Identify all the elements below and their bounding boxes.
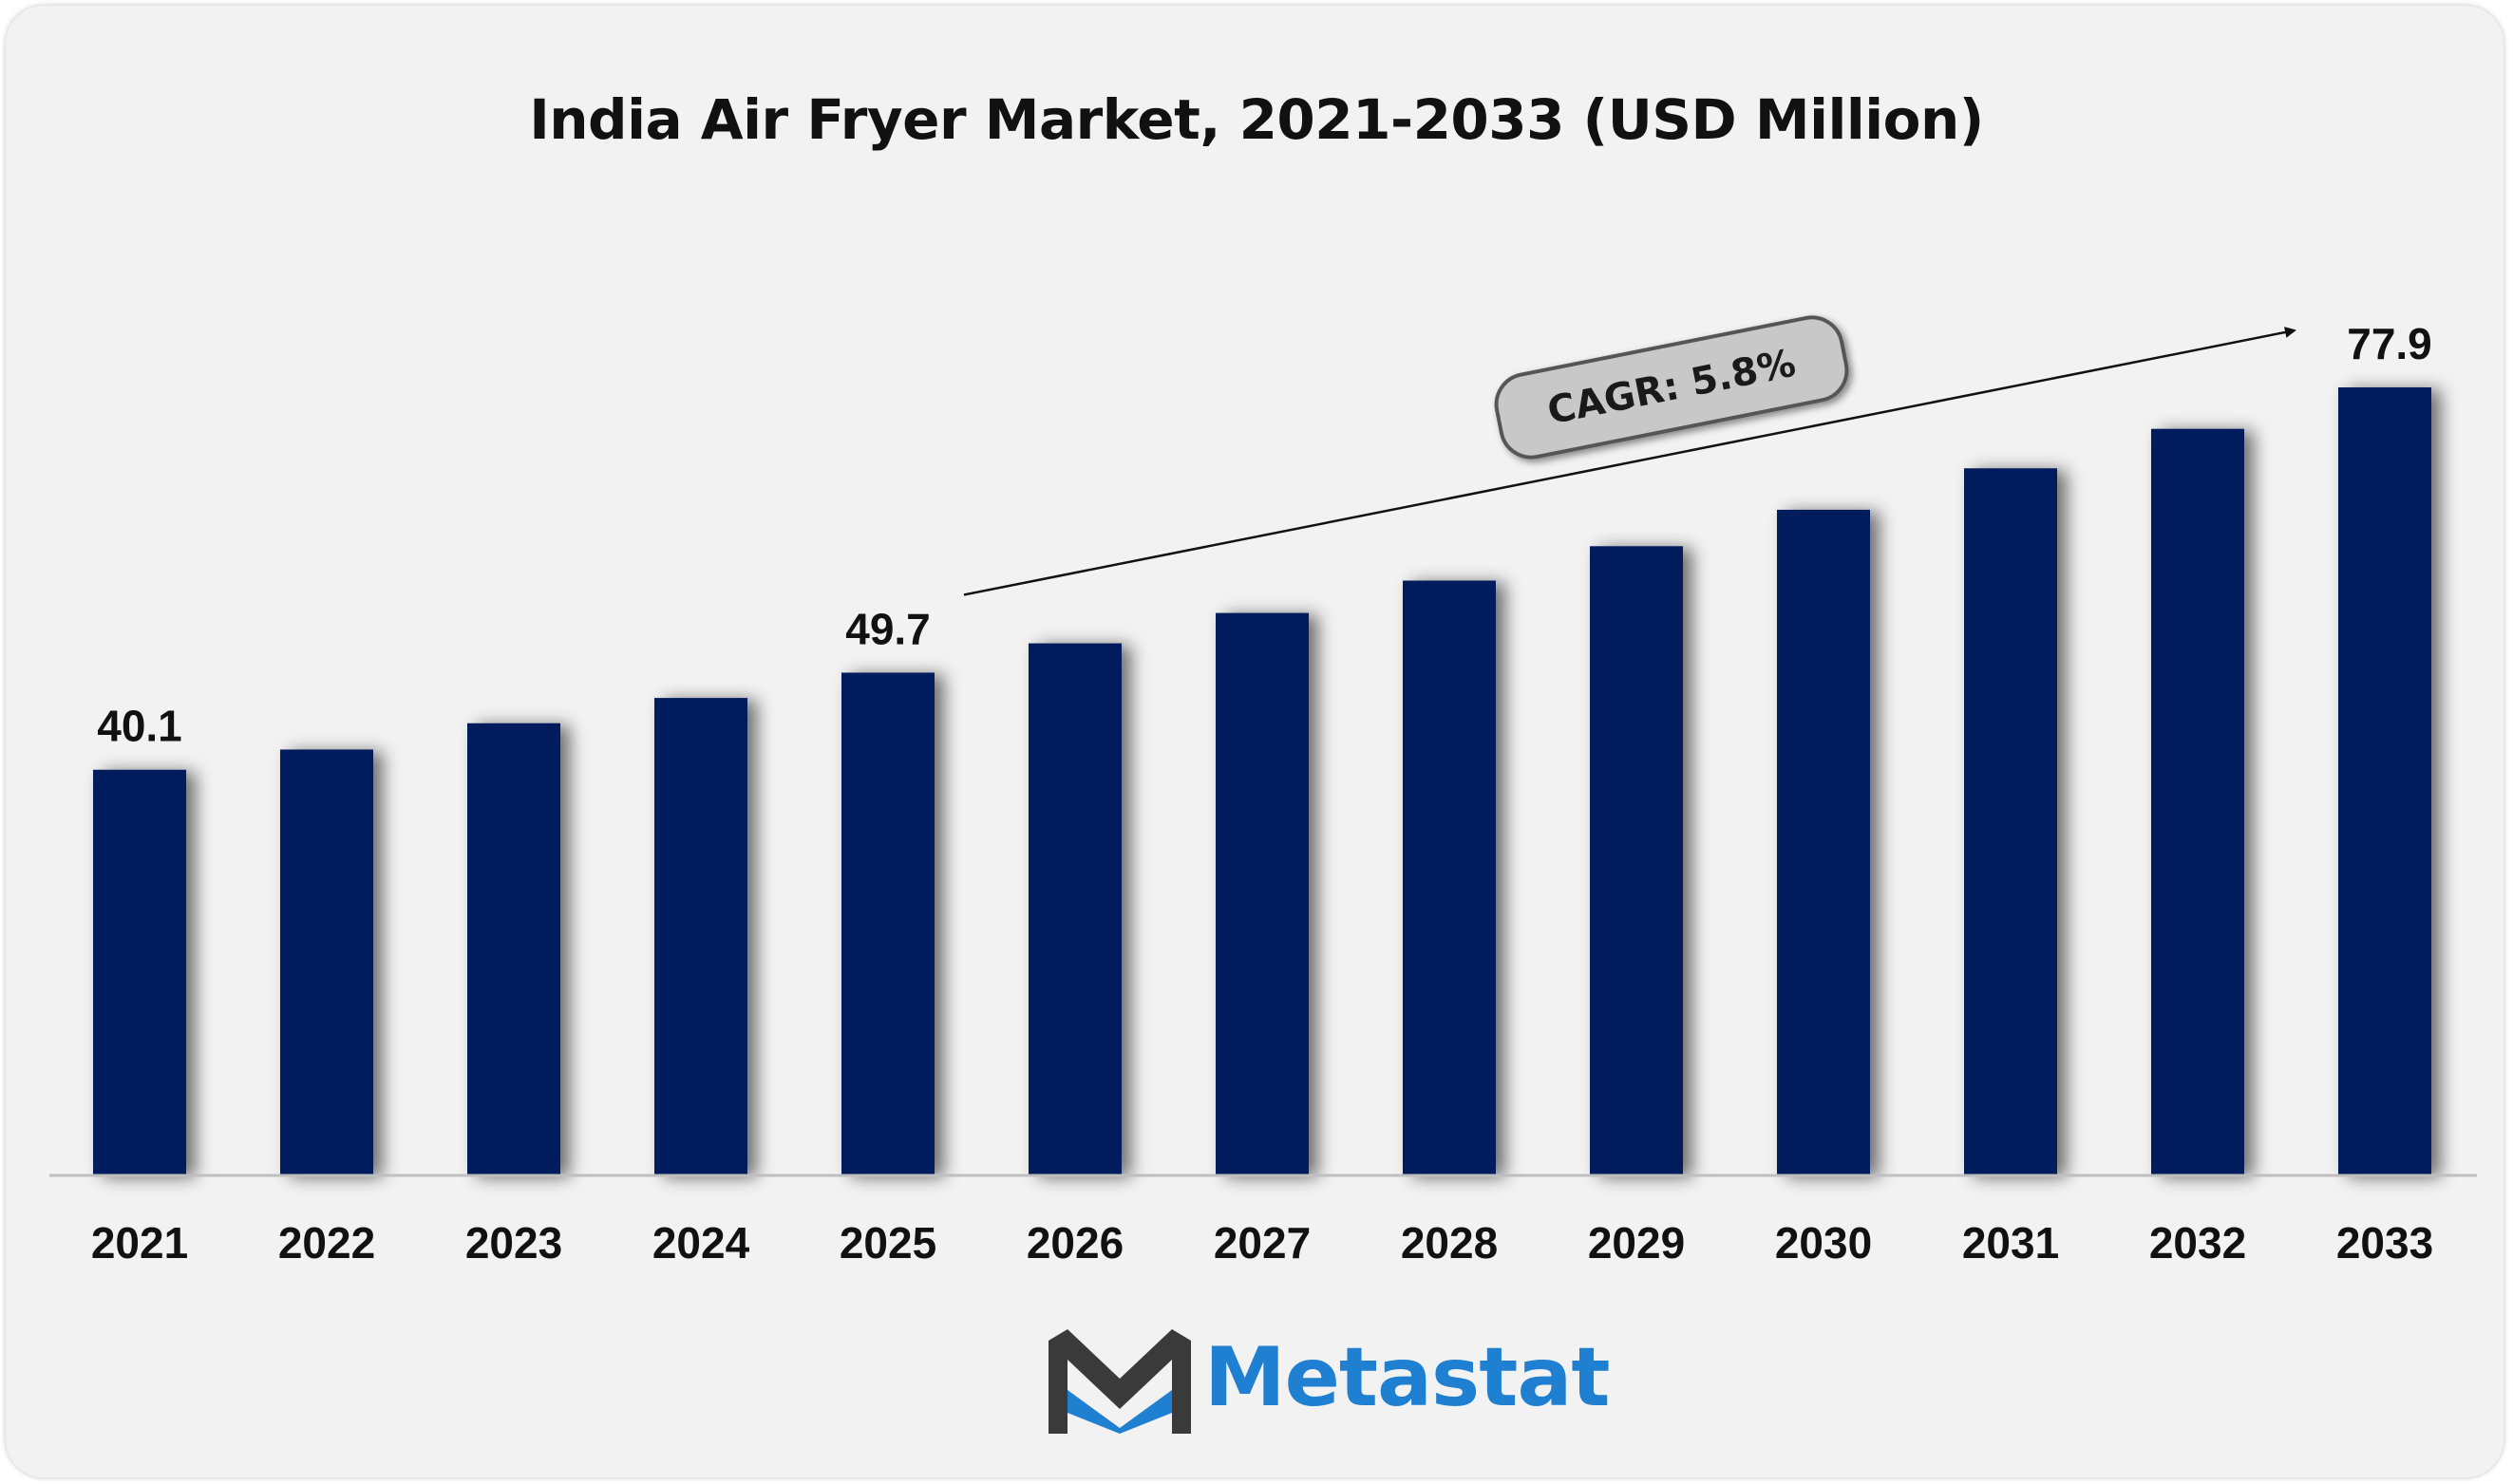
cagr-box: CAGR: 5.8% <box>1494 315 1849 460</box>
bar-2031 <box>1964 468 2057 1175</box>
data-label: 40.1 <box>97 702 182 751</box>
x-tick-label: 2022 <box>278 1218 375 1268</box>
bar-2033 <box>2338 387 2431 1175</box>
cagr-badge <box>1494 315 1849 460</box>
x-tick-label: 2033 <box>2336 1218 2433 1268</box>
bar-2027 <box>1216 612 1309 1175</box>
x-tick-label: 2031 <box>1962 1218 2059 1268</box>
logo: Metastat <box>1049 1322 1610 1434</box>
labels-group: 2021 2022 2023 2024 2025 2026 2027 2028 2029 2030… <box>91 319 2433 1268</box>
bar-2026 <box>1029 643 1122 1175</box>
metastat-m-logo-icon <box>1049 1329 1191 1434</box>
x-tick-label: 2023 <box>465 1218 562 1268</box>
bars-group <box>93 387 2431 1175</box>
bar-2029 <box>1590 546 1683 1175</box>
data-label: 49.7 <box>845 604 931 653</box>
bar-2032 <box>2151 428 2244 1175</box>
bar-2028 <box>1403 580 1496 1175</box>
cagr-arrow <box>963 327 2296 596</box>
bar-2025 <box>841 672 935 1175</box>
x-tick-label: 2025 <box>840 1218 936 1268</box>
x-tick-label: 2024 <box>652 1218 750 1268</box>
x-tick-label: 2026 <box>1027 1218 1124 1268</box>
chart-title: India Air Fryer Market, 2021-2033 (USD M… <box>529 87 1984 152</box>
x-tick-label: 2030 <box>1775 1218 1872 1268</box>
bar-2023 <box>467 723 560 1175</box>
x-tick-label: 2028 <box>1401 1218 1498 1268</box>
data-label: 77.9 <box>2347 319 2432 368</box>
x-tick-label: 2029 <box>1588 1218 1685 1268</box>
bar-2030 <box>1777 509 1870 1175</box>
logo-text: Metastat <box>1204 1330 1610 1425</box>
x-tick-label: 2027 <box>1214 1218 1311 1268</box>
x-tick-label: 2032 <box>2149 1218 2246 1268</box>
x-tick-label: 2021 <box>91 1218 188 1268</box>
bar-2021 <box>93 769 186 1175</box>
bar-2022 <box>280 749 373 1175</box>
bar-2024 <box>654 698 747 1175</box>
